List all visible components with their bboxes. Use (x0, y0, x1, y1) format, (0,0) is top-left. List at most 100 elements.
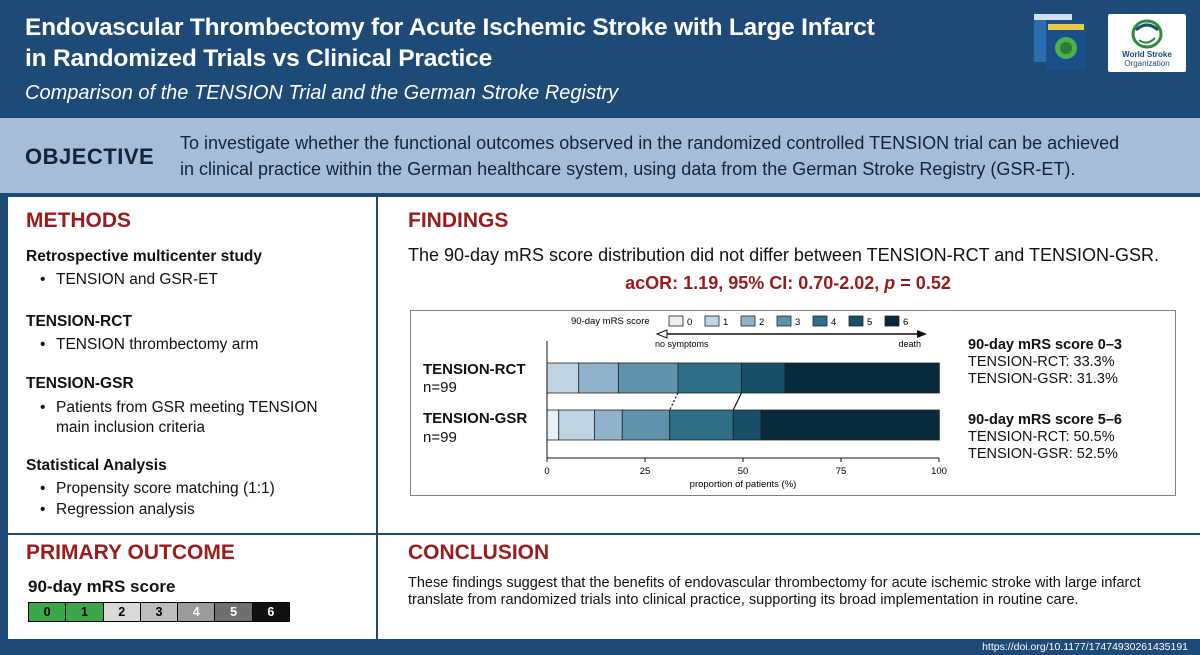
mrs-scale-cell: 0 (29, 603, 67, 621)
bullet-dot: • (40, 336, 46, 353)
objective-text: To investigate whether the functional ou… (180, 130, 1180, 182)
legend-swatch (740, 315, 756, 327)
methods-title: METHODS (26, 209, 131, 232)
stat-suffix: = 0.52 (895, 273, 951, 293)
title-line-1: Endovascular Thrombectomy for Acute Isch… (25, 14, 875, 41)
methods-bullet-text: TENSION and GSR-ET (56, 271, 218, 288)
journal-cover-icon (1034, 14, 1086, 70)
x-axis-label: proportion of patients (%) (690, 479, 797, 490)
row-label-rct: TENSION-RCT (423, 361, 526, 378)
bar-segment (784, 362, 940, 394)
primary-title: PRIMARY OUTCOME (26, 541, 235, 564)
methods-heading: Retrospective multicenter study (26, 248, 263, 265)
mrs-chart: 90-day mRS score 0 1 2 3 4 5 6 no symptoms death 0… (410, 310, 1176, 496)
row-n-gsr: n=99 (423, 429, 457, 446)
side-summary-1: 90-day mRS score 0–3 TENSION-RCT: 33.3% … (968, 337, 1122, 388)
row-label-gsr: TENSION-GSR (423, 410, 528, 427)
methods-heading: TENSION-RCT (26, 313, 132, 330)
bar-segment (617, 362, 679, 394)
conclusion-text: These findings suggest that the benefits… (408, 575, 1141, 608)
mrs-chart-svg: 90-day mRS score 0 1 2 3 4 5 6 no symptoms death 0… (544, 315, 947, 490)
legend-label: 4 (831, 317, 836, 328)
bar-segment (741, 362, 786, 394)
bullet-dot: • (40, 480, 46, 497)
side-summary-2: 90-day mRS score 5–6 TENSION-RCT: 50.5% … (968, 412, 1122, 463)
wso-logo: World Stroke Organization (1108, 14, 1186, 72)
legend-label: 6 (903, 317, 908, 328)
methods-heading: TENSION-GSR (26, 375, 134, 392)
x-tick-label: 25 (640, 466, 651, 477)
bar-segment (594, 409, 623, 441)
objective-line-2: in clinical practice within the German h… (180, 159, 1076, 179)
side-summary-1-gsr: TENSION-GSR: 31.3% (968, 371, 1118, 387)
stat-p: p (884, 273, 896, 293)
mrs-scale-cell: 2 (103, 603, 141, 621)
legend-swatch (812, 315, 828, 327)
side-summary-2-gsr: TENSION-GSR: 52.5% (968, 446, 1118, 462)
legend-note-right: death (898, 339, 921, 349)
conclusion-title: CONCLUSION (408, 541, 550, 564)
legend-label: 3 (795, 317, 800, 328)
page-title: Endovascular Thrombectomy for Acute Isch… (25, 12, 925, 74)
findings-stat: acOR: 1.19, 95% CI: 0.70-2.02, p = 0.52 (378, 273, 1198, 294)
legend-swatch (704, 315, 720, 327)
findings-lead: The 90-day mRS score distribution did no… (408, 245, 1159, 265)
bar-segment (546, 362, 580, 394)
connector-mrs-0-3 (669, 392, 679, 411)
mrs-scale-cell: 3 (140, 603, 179, 621)
mrs-scale: 0 1 2 3 4 5 6 (28, 602, 290, 622)
legend-label: 1 (723, 317, 728, 328)
x-tick-label: 75 (836, 466, 847, 477)
bar-segment (621, 409, 671, 441)
side-summary-1-rct: TENSION-RCT: 33.3% (968, 354, 1115, 370)
title-line-2: in Randomized Trials vs Clinical Practic… (25, 45, 493, 72)
bullet-dot: • (40, 271, 46, 288)
doi-link[interactable]: https://doi.org/10.1177/1747493026143519… (982, 641, 1188, 653)
legend-swatch (848, 315, 864, 327)
bar-segment (732, 409, 762, 441)
x-tick-label: 50 (738, 466, 749, 477)
bar-segment (546, 409, 560, 441)
conclusion-panel: CONCLUSION These findings suggest that t… (378, 535, 1200, 639)
legend-arrow-head-left (655, 329, 668, 339)
x-tick-label: 0 (544, 466, 549, 477)
methods-bullet-text: TENSION thrombectomy arm (56, 336, 259, 353)
bar-segment (558, 409, 595, 441)
mrs-scale-cell: 6 (252, 603, 289, 621)
legend-swatch (668, 315, 684, 327)
legend-label: 2 (759, 317, 764, 328)
wso-logo-text: World Stroke Organization (1108, 50, 1186, 68)
mrs-scale-cell: 5 (215, 603, 253, 621)
legend-swatch (884, 315, 900, 327)
bar-segment (578, 362, 619, 394)
methods-bullet-text: Patients from GSR meeting TENSION main i… (56, 399, 318, 436)
stat-prefix: acOR: 1.19, 95% CI: 0.70-2.02, (625, 273, 885, 293)
methods-bullet-text: Regression analysis (56, 501, 195, 518)
bullet-dot: • (40, 399, 46, 416)
side-summary-2-rct: TENSION-RCT: 50.5% (968, 429, 1115, 445)
mrs-scale-cell: 1 (66, 603, 104, 621)
connector-mrs-0-4 (732, 392, 742, 411)
methods-bullet-text: Propensity score matching (1:1) (56, 480, 275, 497)
objective-section: OBJECTIVE To investigate whether the fun… (0, 116, 1200, 195)
findings-title: FINDINGS (408, 209, 509, 232)
legend-title: 90-day mRS score (571, 316, 650, 327)
row-n-rct: n=99 (423, 379, 457, 396)
primary-subtitle: 90-day mRS score (28, 577, 176, 596)
bullet-dot: • (40, 501, 46, 518)
legend-swatch (776, 315, 792, 327)
objective-label: OBJECTIVE (25, 144, 155, 169)
bar-segment (669, 409, 734, 441)
x-tick-label: 100 (931, 466, 947, 477)
side-summary-2-title: 90-day mRS score 5–6 (968, 412, 1122, 428)
side-summary-1-title: 90-day mRS score 0–3 (968, 337, 1122, 353)
bar-segment (677, 362, 742, 394)
primary-outcome-panel: PRIMARY OUTCOME 90-day mRS score 0 1 2 3… (8, 535, 376, 639)
legend-label: 5 (867, 317, 872, 328)
header: Endovascular Thrombectomy for Acute Isch… (0, 0, 1200, 116)
legend-arrow-head-right (917, 330, 927, 338)
wso-globe-icon (1131, 19, 1163, 49)
legend-label: 0 (687, 317, 692, 328)
objective-line-1: To investigate whether the functional ou… (180, 133, 1120, 153)
bar-segment (760, 409, 940, 441)
